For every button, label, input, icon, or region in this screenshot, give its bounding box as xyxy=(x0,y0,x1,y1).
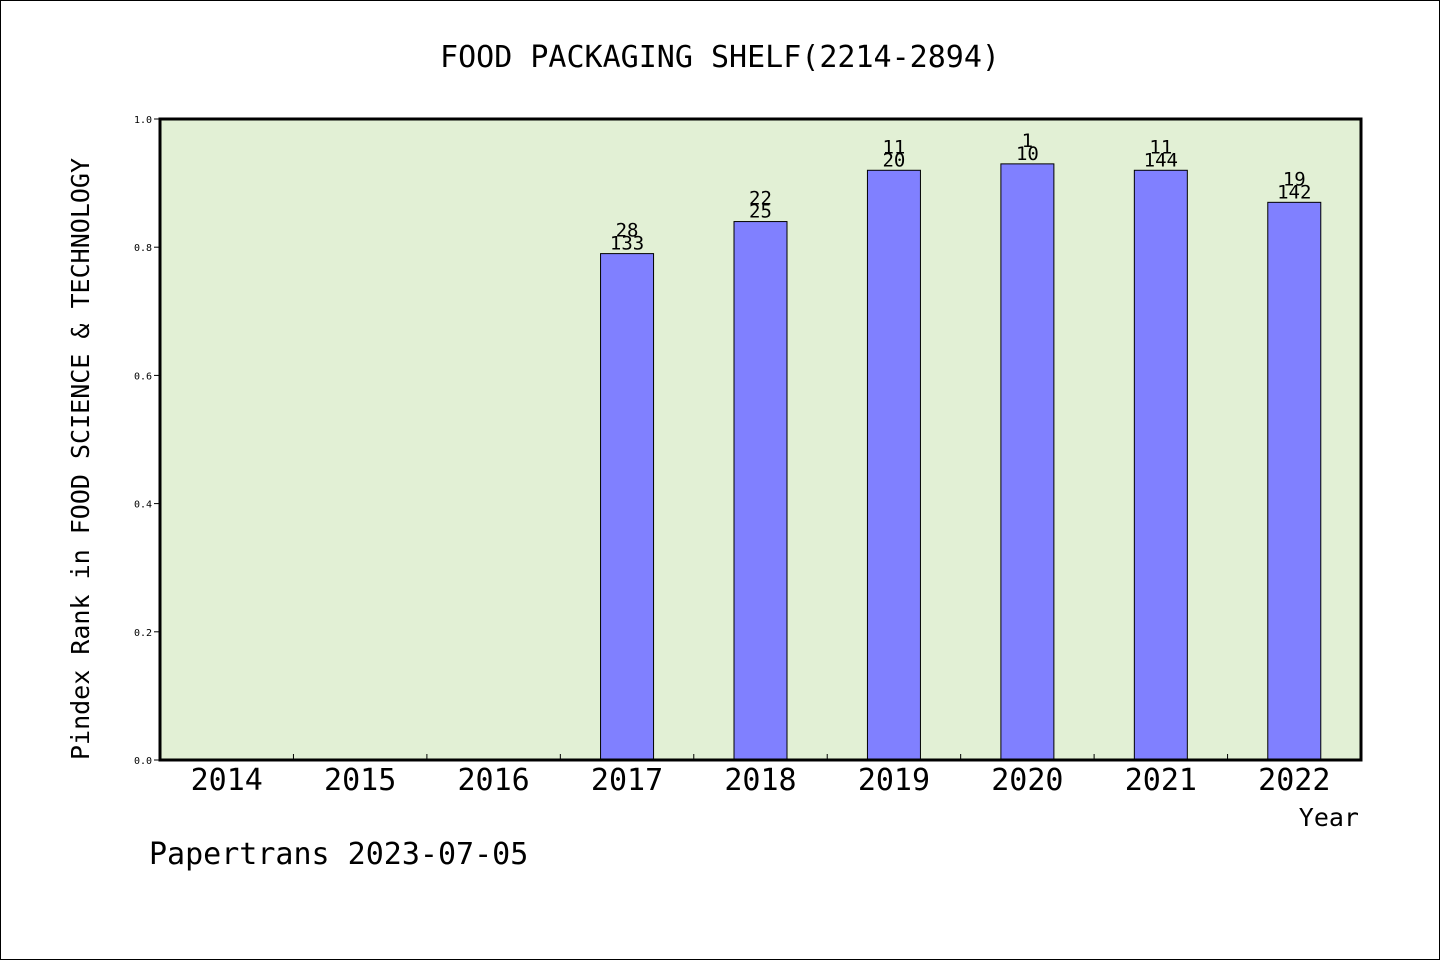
y-axis-label: Pindex Rank in FOOD SCIENCE & TECHNOLOGY xyxy=(66,158,95,760)
x-tick-label: 2020 xyxy=(991,763,1063,798)
x-tick-label: 2018 xyxy=(724,763,796,798)
y-tick-label: 1.0 xyxy=(134,115,152,126)
bar xyxy=(734,222,787,760)
chart-frame: FOOD PACKAGING SHELF(2214-2894) 133 28 25 2… xyxy=(0,0,1440,960)
bar xyxy=(867,170,920,760)
x-tick-label: 2022 xyxy=(1258,763,1330,798)
y-tick-label: 0.6 xyxy=(134,371,152,382)
y-tick-label: 0.4 xyxy=(134,500,152,511)
bar-label-top: 19 xyxy=(1283,168,1306,190)
bar xyxy=(1134,170,1187,760)
bar xyxy=(1001,164,1054,760)
x-tick-label: 2021 xyxy=(1125,763,1197,798)
chart-title: FOOD PACKAGING SHELF(2214-2894) xyxy=(440,40,1000,75)
y-tick-label: 0.8 xyxy=(134,243,152,254)
bar-label-top: 11 xyxy=(882,136,905,158)
x-tick-label: 2015 xyxy=(324,763,396,798)
y-tick-label: 0.0 xyxy=(134,756,152,767)
bar xyxy=(1268,202,1321,760)
x-tick-label: 2019 xyxy=(858,763,930,798)
footer-text: Papertrans 2023-07-05 xyxy=(149,837,528,872)
x-tick-label: 2014 xyxy=(191,763,263,798)
x-tick-label: 2016 xyxy=(457,763,529,798)
bar-label-top: 22 xyxy=(749,188,772,210)
x-axis-label: Year xyxy=(1299,803,1359,832)
x-tick-label: 2017 xyxy=(591,763,663,798)
bar-label-top: 1 xyxy=(1022,130,1033,152)
y-tick-label: 0.2 xyxy=(134,628,152,639)
bar-label-top: 28 xyxy=(616,220,639,242)
bar xyxy=(601,254,654,760)
chart-svg: FOOD PACKAGING SHELF(2214-2894) 13328252… xyxy=(1,1,1439,959)
bar-label-top: 11 xyxy=(1149,136,1172,158)
